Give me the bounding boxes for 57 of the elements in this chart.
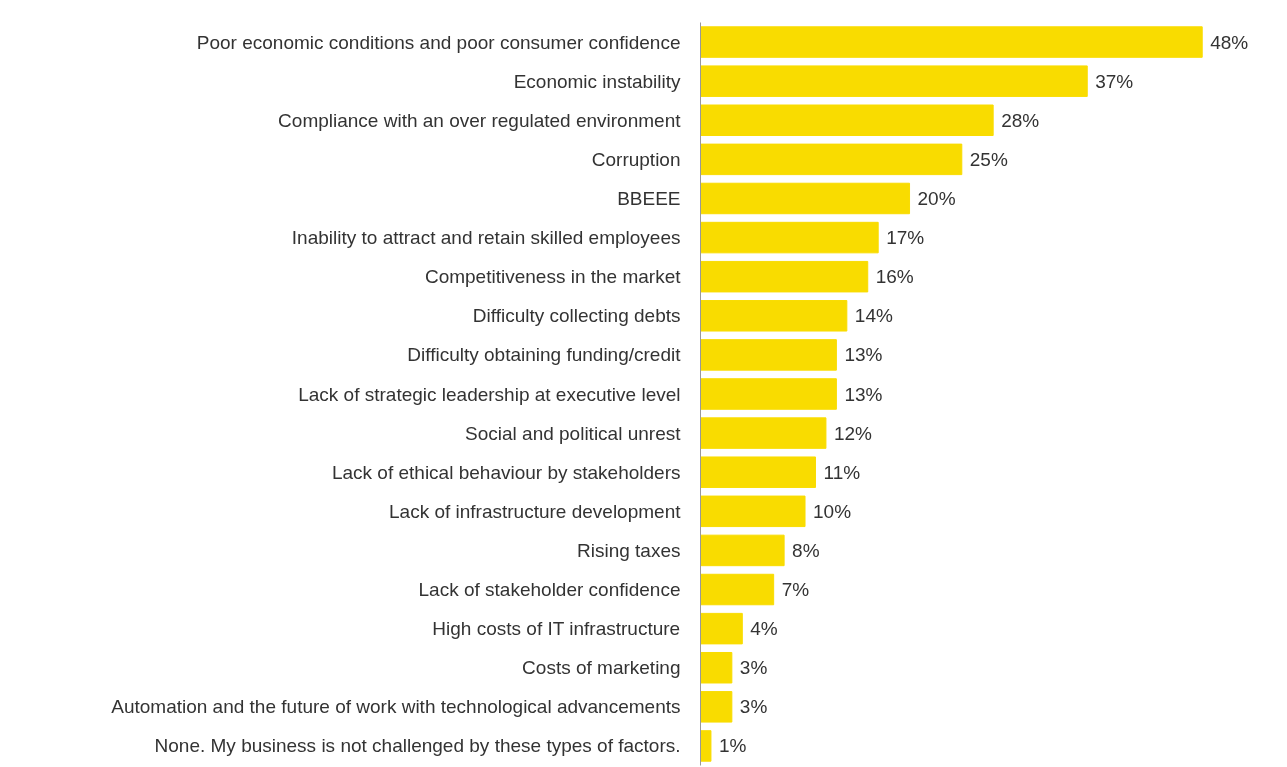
y-tick-label: Social and political unrest [465, 422, 682, 444]
data-label: 4% [750, 618, 778, 640]
bar [700, 612, 743, 645]
y-tick-label: Economic instability [513, 70, 681, 92]
bar [700, 260, 869, 293]
bar [700, 300, 848, 332]
y-tick-label: Inability to attract and retain skilled employees [291, 227, 681, 249]
bar [700, 691, 733, 723]
y-tick-label: Lack of infrastructure development [389, 500, 682, 522]
y-tick-label: Compliance with an over regulated environment [278, 109, 682, 131]
y-tick-label: Lack of strategic leadership at executive level [298, 383, 681, 405]
data-label: 17% [886, 227, 925, 249]
y-tick-label: Corruption [591, 148, 681, 170]
y-tick-label: Competitiveness in the market [424, 266, 682, 288]
y-tick-label: Difficulty obtaining funding/credit [407, 344, 682, 366]
data-label: 7% [781, 579, 810, 601]
y-tick-label: Lack of stakeholder confidence [418, 579, 681, 601]
data-label: 1% [718, 735, 747, 757]
data-label: 12% [833, 422, 873, 444]
bar [700, 339, 837, 371]
bar [700, 573, 775, 606]
bar [700, 26, 1203, 58]
data-label: 48% [1210, 31, 1249, 53]
y-tick-label: Poor economic conditions and poor consumer confidence [196, 31, 681, 53]
y-tick-label: Costs of marketing [522, 657, 681, 679]
bar [700, 495, 806, 528]
bar [700, 534, 785, 567]
data-label: 16% [875, 266, 914, 288]
y-tick-label: Lack of ethical behaviour by stakeholders [331, 461, 681, 483]
data-label: 11% [823, 461, 861, 483]
y-tick-label: High costs of IT infrastructure [432, 618, 681, 640]
bar [700, 456, 816, 488]
y-tick-label: Automation and the future of work with technological advancements [111, 696, 681, 718]
data-label: 8% [792, 539, 820, 561]
bar [700, 417, 827, 449]
bar [700, 143, 963, 176]
bar [700, 730, 712, 762]
y-tick-label: Rising taxes [577, 539, 681, 561]
bar [700, 378, 837, 410]
y-tick-label: Difficulty collecting debts [472, 305, 681, 327]
bar [700, 651, 733, 684]
y-tick-label: BBEEE [617, 187, 681, 209]
bar [700, 182, 911, 215]
data-label: 37% [1095, 70, 1134, 92]
data-label: 10% [813, 500, 852, 522]
data-label: 25% [969, 148, 1008, 170]
bar [700, 221, 879, 254]
bar [700, 104, 994, 137]
data-label: 13% [844, 383, 883, 405]
data-label: 28% [1001, 109, 1040, 131]
data-label: 3% [739, 657, 768, 679]
data-label: 14% [854, 305, 893, 327]
bar [700, 65, 1088, 97]
y-tick-label: None. My business is not challenged by these types of factors. [154, 735, 681, 757]
data-label: 13% [844, 344, 883, 366]
data-label: 3% [739, 696, 768, 718]
data-label: 20% [917, 187, 956, 209]
